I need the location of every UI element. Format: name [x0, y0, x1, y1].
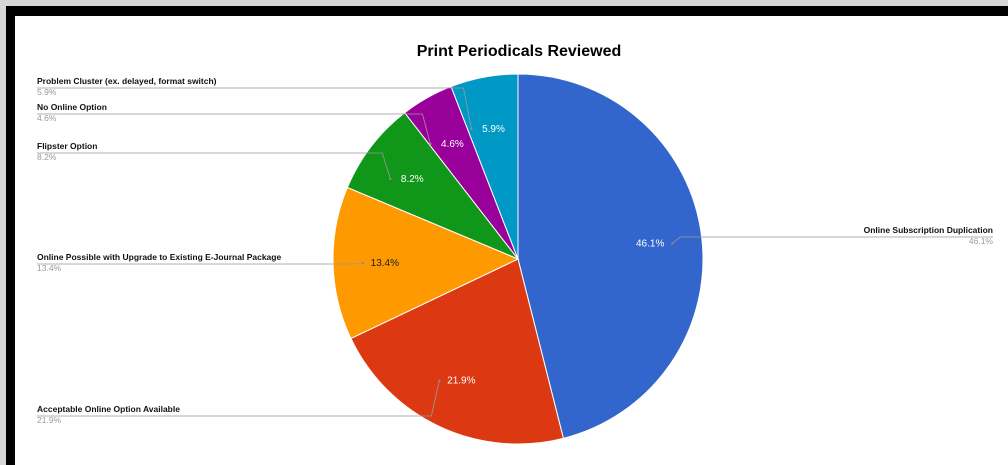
leader-line-1 [671, 236, 993, 244]
slice-value-label-5: 4.6% [441, 139, 464, 150]
slice-name-label-4: Flipster Option [37, 141, 97, 151]
pie-slices [332, 73, 704, 445]
slice-percent-label-1: 46.1% [969, 236, 994, 246]
leader-lines [37, 87, 993, 417]
leader-line-3 [37, 262, 363, 265]
slice-value-label-4: 8.2% [401, 174, 424, 185]
leader-line-4 [37, 152, 391, 180]
slice-percent-label-3: 13.4% [37, 263, 62, 273]
slice-percent-label-6: 5.9% [37, 87, 57, 97]
pie-slice-1[interactable] [517, 73, 704, 439]
leader-dot-6 [470, 127, 473, 131]
slice-value-label-2: 21.9% [447, 376, 475, 387]
pie-slice-2[interactable] [350, 258, 565, 445]
slice-percent-label-4: 8.2% [37, 152, 57, 162]
slice-value-label-1: 46.1% [636, 239, 664, 250]
leader-line-5 [37, 113, 431, 145]
slice-labels: 46.1% 21.9% 13.4% 8.2% 4.6% 5.9% [371, 124, 665, 386]
pie-chart: Print Periodicals Reviewed 46.1% 21.9% 13.… [37, 43, 993, 445]
slice-name-label-2: Acceptable Online Option Available [37, 404, 180, 414]
leader-dot-2 [438, 379, 441, 382]
chart-panel: Print Periodicals Reviewed 46.1% 21.9% 13.… [15, 16, 1008, 465]
slice-name-label-3: Online Possible with Upgrade to Existing… [37, 252, 281, 262]
slice-value-label-3: 13.4% [371, 258, 399, 269]
slice-value-label-6: 5.9% [482, 124, 505, 135]
external-labels: Online Subscription Duplication46.1%Acce… [37, 76, 993, 425]
leader-line-6 [37, 87, 472, 130]
slice-name-label-6: Problem Cluster (ex. delayed, format swi… [37, 76, 217, 86]
leader-line-2 [37, 380, 440, 417]
chart-title: Print Periodicals Reviewed [417, 43, 622, 60]
pie-slice-3[interactable] [332, 186, 520, 340]
slice-name-label-1: Online Subscription Duplication [864, 225, 993, 235]
slice-percent-label-2: 21.9% [37, 415, 62, 425]
slice-percent-label-5: 4.6% [37, 113, 57, 123]
slice-name-label-5: No Online Option [37, 102, 107, 112]
pie-slice-6[interactable] [450, 73, 519, 260]
